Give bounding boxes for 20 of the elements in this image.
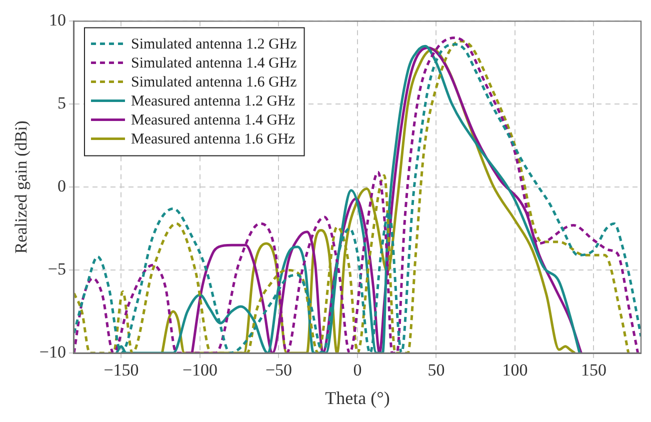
legend-label: Measured antenna 1.2 GHz	[130, 94, 296, 110]
x-tick-label: −50	[265, 360, 292, 380]
y-tick-label: 0	[57, 176, 66, 196]
x-tick-label: 100	[502, 360, 528, 380]
y-axis-title: Realized gain (dBi)	[12, 120, 31, 254]
legend-label: Simulated antenna 1.6 GHz	[130, 74, 298, 91]
x-tick-label: −100	[182, 360, 218, 380]
y-tick-label: 10	[48, 10, 66, 30]
legend-label: Measured antenna 1.4 GHz	[130, 112, 296, 129]
x-axis-title: Theta (°)	[325, 388, 390, 408]
legend-label: Simulated antenna 1.2 GHz	[130, 36, 298, 53]
y-tick-label: −5	[48, 260, 66, 279]
x-tick-label: 150	[581, 360, 606, 380]
x-tick-label: −150	[104, 360, 139, 380]
legend-label: Measured antenna 1.6 GHz	[130, 132, 296, 148]
x-tick-label: 50	[428, 360, 445, 380]
y-tick-label: 5	[57, 94, 66, 113]
y-tick-label: −10	[39, 342, 66, 362]
x-tick-label: 0	[353, 360, 362, 380]
legend-label: Simulated antenna 1.4 GHz	[130, 56, 298, 72]
